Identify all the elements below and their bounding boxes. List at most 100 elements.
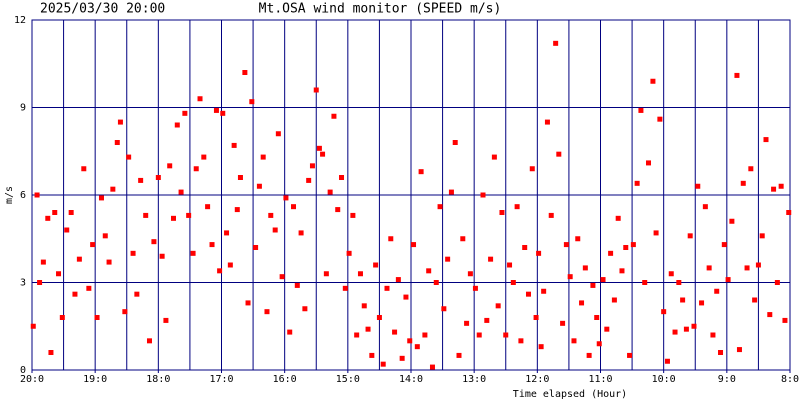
y-tick-label: 6: [20, 190, 26, 201]
data-point: [676, 280, 682, 285]
y-axis-label: m/s: [4, 186, 15, 204]
y-tick-label: 12: [14, 15, 26, 26]
data-point: [714, 288, 720, 294]
x-tick-label: 16:0: [273, 374, 297, 385]
data-point: [174, 122, 180, 128]
data-point: [134, 291, 140, 297]
data-point: [664, 358, 670, 364]
data-point: [541, 288, 547, 294]
data-point: [59, 315, 65, 320]
data-point: [763, 137, 769, 143]
data-point: [460, 236, 466, 242]
data-point: [437, 204, 443, 210]
data-point: [476, 332, 482, 338]
data-point: [467, 271, 473, 277]
data-point: [110, 186, 116, 192]
data-point: [596, 341, 602, 347]
data-point: [646, 160, 652, 166]
data-point: [627, 352, 633, 358]
data-point: [399, 355, 405, 361]
data-point: [361, 303, 367, 309]
data-point: [771, 186, 777, 192]
chart-date: 2025/03/30 20:00: [40, 2, 165, 17]
x-tick-label: 12:0: [525, 374, 549, 385]
data-point: [163, 317, 169, 323]
data-point: [491, 154, 497, 160]
data-point: [638, 107, 644, 113]
data-point: [30, 323, 36, 329]
y-tick-label: 9: [20, 103, 26, 114]
data-point: [429, 364, 435, 370]
data-point: [590, 282, 596, 288]
data-point: [556, 151, 562, 157]
data-point: [680, 297, 686, 303]
data-point: [407, 338, 413, 344]
data-point: [575, 236, 581, 242]
data-point: [452, 140, 458, 145]
data-point: [395, 277, 401, 283]
data-point: [279, 274, 285, 280]
data-point: [64, 227, 70, 233]
data-point: [536, 250, 542, 256]
data-point: [122, 309, 128, 315]
data-point: [495, 303, 501, 309]
data-point: [744, 265, 750, 271]
data-point: [256, 183, 262, 189]
data-point: [563, 242, 569, 248]
data-point: [642, 280, 648, 285]
data-point: [138, 177, 144, 183]
data-point: [253, 245, 259, 250]
data-point: [170, 215, 176, 221]
data-point: [346, 250, 352, 256]
x-tick-label: 13:0: [462, 374, 486, 385]
data-point: [594, 315, 600, 320]
data-point: [220, 110, 226, 116]
data-point: [117, 119, 123, 125]
data-point: [729, 218, 735, 224]
data-point: [151, 239, 157, 245]
data-point: [752, 297, 758, 303]
data-point: [426, 268, 432, 274]
data-point: [217, 268, 223, 274]
data-point: [291, 204, 297, 210]
data-point: [90, 242, 96, 248]
data-point: [567, 274, 573, 280]
data-point: [786, 210, 792, 215]
data-point: [76, 256, 82, 262]
data-point: [782, 317, 788, 323]
data-point: [388, 236, 394, 242]
data-point: [205, 204, 211, 210]
data-point: [146, 338, 152, 344]
data-point: [37, 280, 43, 285]
data-point: [538, 344, 544, 350]
data-point: [186, 212, 192, 218]
data-point: [114, 140, 120, 145]
data-point: [484, 317, 490, 323]
data-point: [657, 116, 663, 122]
data-point: [507, 262, 513, 268]
data-point: [331, 113, 337, 119]
data-point: [608, 250, 614, 256]
data-point: [40, 259, 46, 265]
data-point: [294, 282, 300, 288]
data-point: [197, 96, 203, 102]
data-point: [45, 215, 51, 221]
data-point: [748, 166, 754, 172]
data-point: [414, 344, 420, 350]
data-point: [268, 212, 274, 218]
data-point: [522, 245, 528, 250]
data-point: [725, 277, 731, 283]
data-point: [699, 300, 705, 306]
data-point: [464, 320, 470, 326]
data-point: [316, 145, 322, 151]
data-point: [56, 271, 62, 277]
data-point: [275, 131, 281, 137]
x-axis-label: Time elapsed (Hour): [513, 389, 627, 400]
data-point: [231, 142, 237, 148]
data-point: [130, 250, 136, 256]
data-point: [242, 70, 248, 75]
data-point: [98, 195, 104, 201]
data-point: [579, 300, 585, 306]
data-point: [81, 166, 87, 172]
data-point: [553, 40, 559, 46]
